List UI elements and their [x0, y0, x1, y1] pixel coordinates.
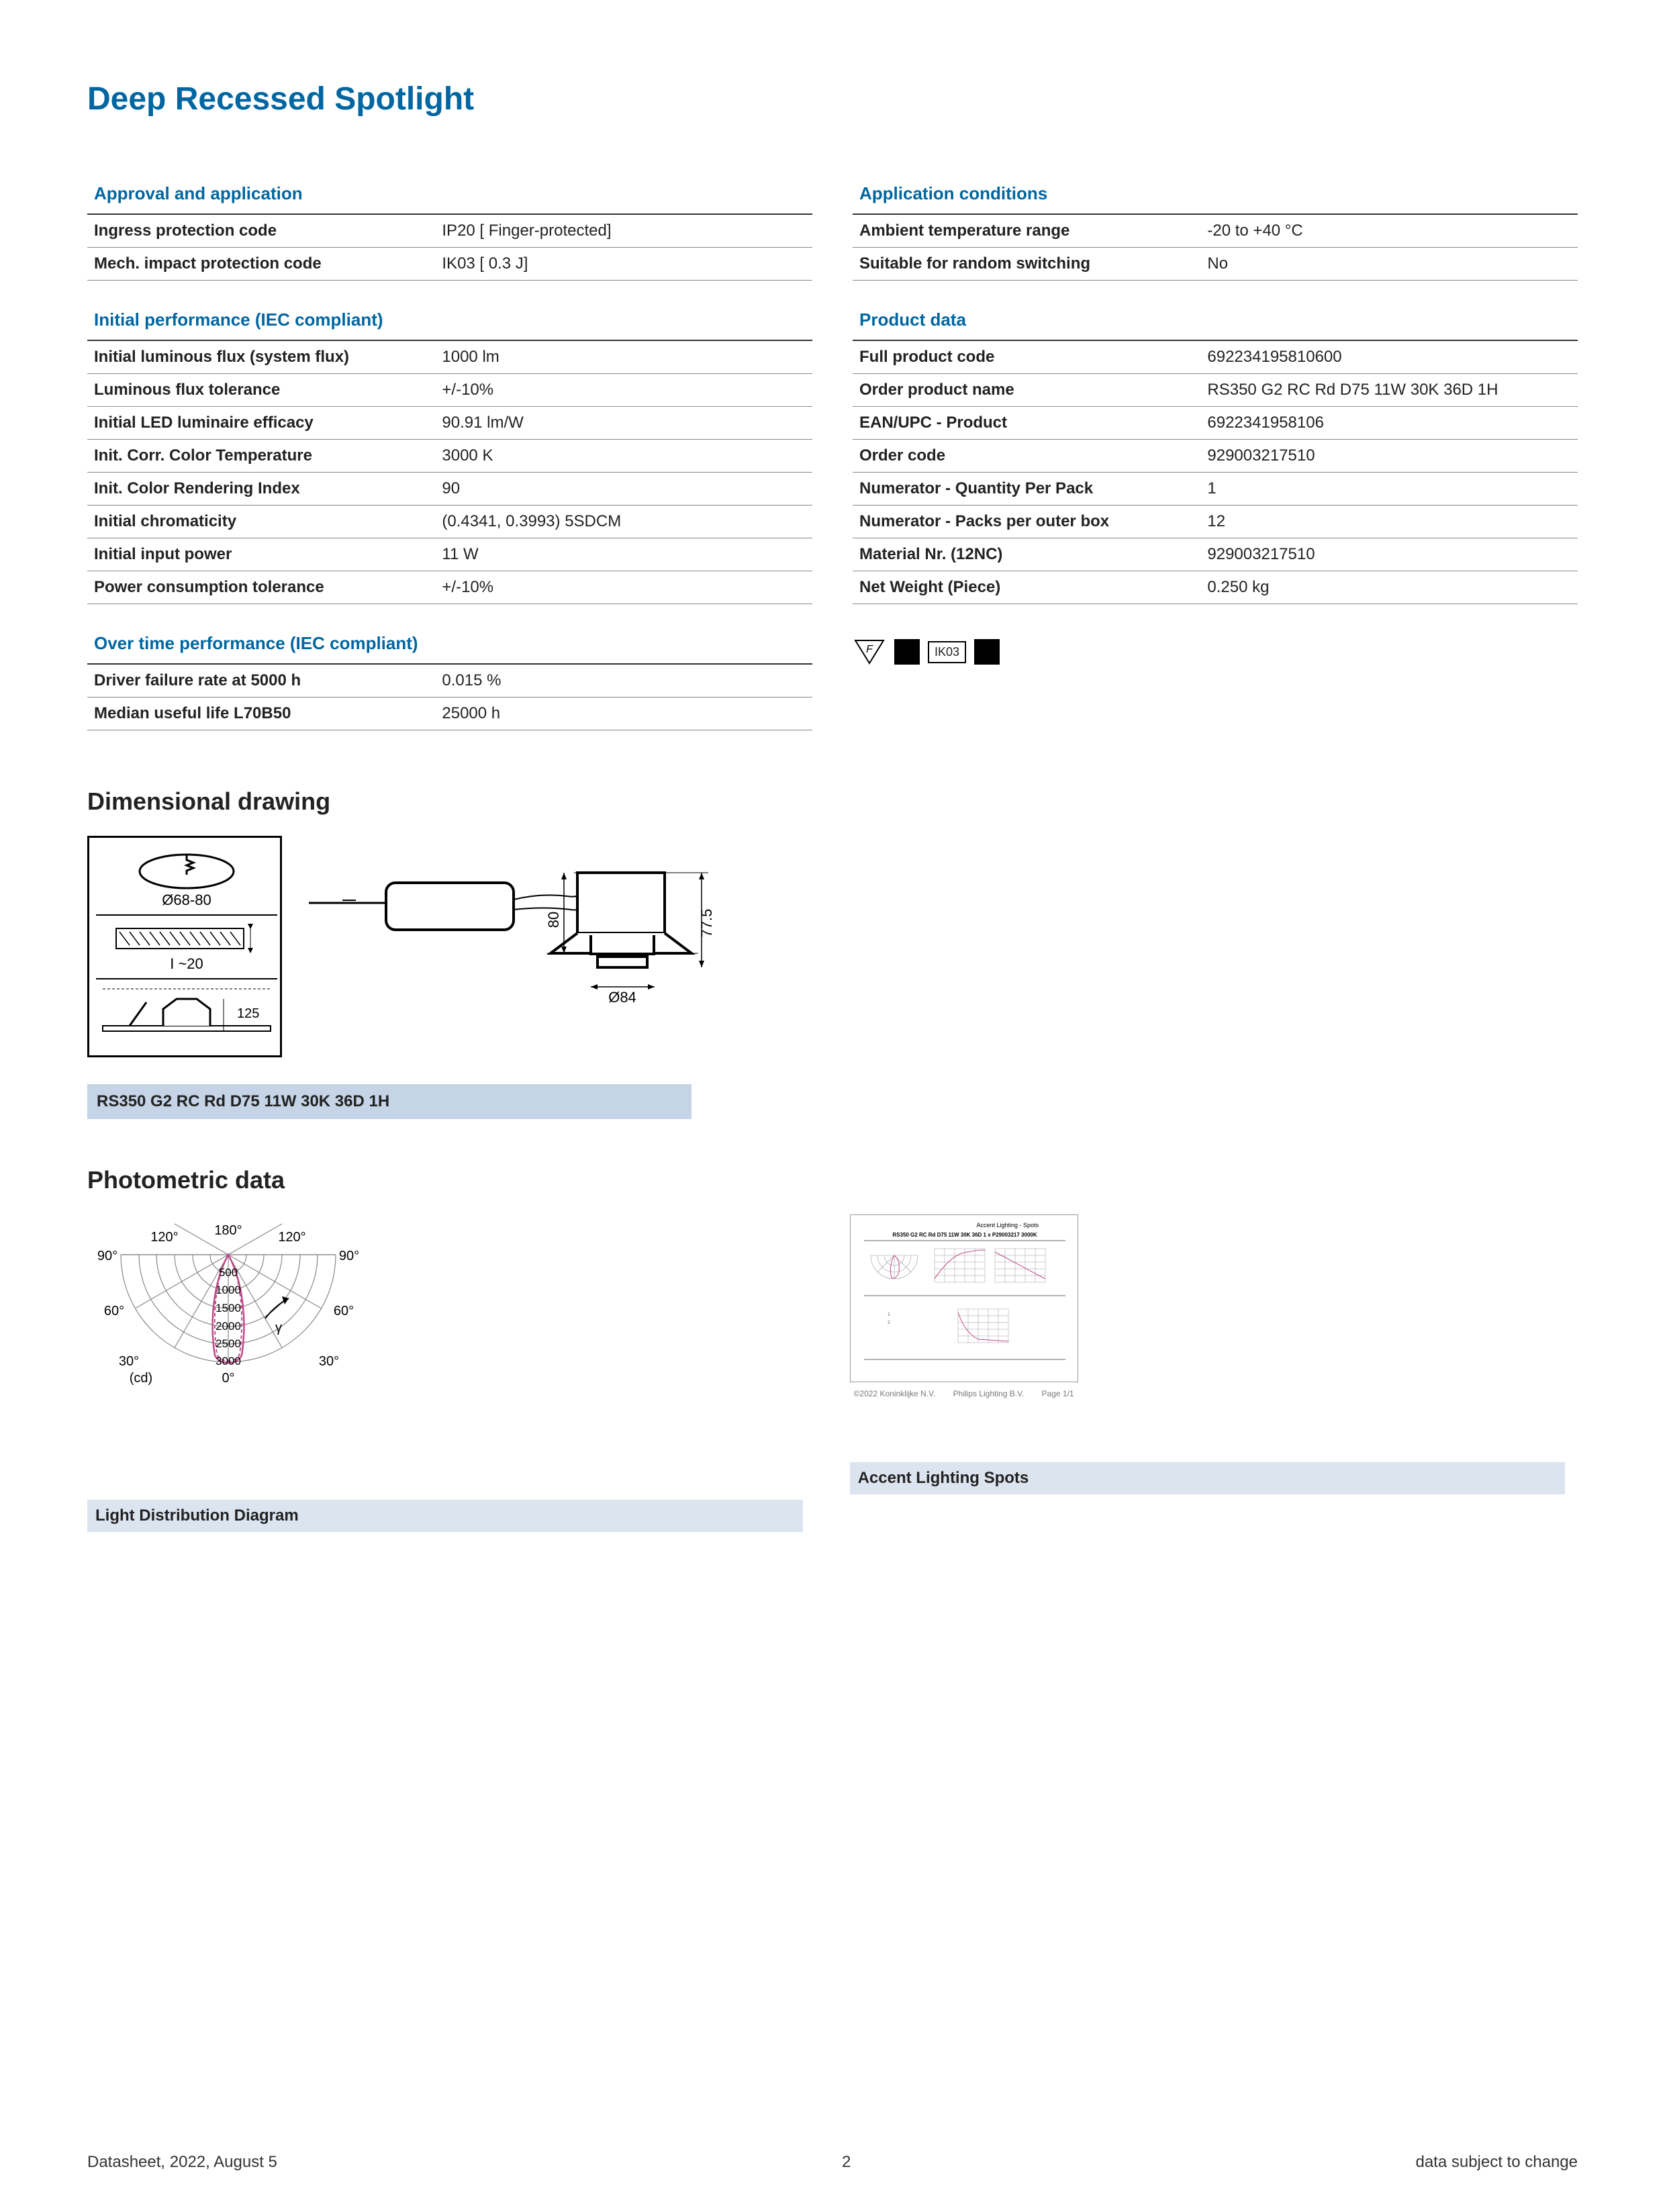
svg-text:80: 80 — [545, 912, 562, 928]
cert-black-box — [894, 639, 920, 665]
footer-page: 2 — [842, 2153, 851, 2172]
svg-text:500: 500 — [219, 1266, 238, 1279]
right-column: Application conditionsAmbient temperatur… — [853, 178, 1578, 754]
accent-footer-m: Philips Lighting B.V. — [953, 1389, 1025, 1398]
svg-text:60°: 60° — [104, 1304, 124, 1318]
svg-text:1500: 1500 — [216, 1302, 241, 1314]
accent-thumbnail: Accent Lighting - Spots RS350 G2 RC Rd D… — [850, 1214, 1078, 1382]
svg-text:60°: 60° — [334, 1304, 354, 1318]
svg-text:(cd): (cd) — [130, 1371, 152, 1386]
svg-text:77.5: 77.5 — [698, 909, 715, 938]
product-code-bar: RS350 G2 RC Rd D75 11W 30K 36D 1H — [87, 1084, 692, 1119]
certification-icons: F IK03 — [853, 638, 1578, 666]
svg-text:2500: 2500 — [216, 1337, 241, 1350]
svg-text:0°: 0° — [222, 1371, 234, 1386]
polar-diagram: 180° 120° 120° 90° 90° 60° 60° 30° 30° 0… — [87, 1214, 369, 1496]
svg-text:Ø68-80: Ø68-80 — [162, 892, 211, 908]
svg-text:30°: 30° — [319, 1354, 339, 1369]
ik-mark-icon: IK03 — [928, 641, 966, 663]
svg-text:1000: 1000 — [216, 1284, 241, 1296]
svg-text:γ: γ — [275, 1320, 282, 1335]
svg-text:F: F — [866, 644, 873, 655]
appcond-table: Application conditionsAmbient temperatur… — [853, 178, 1578, 281]
svg-text:120°: 120° — [278, 1230, 305, 1245]
svg-text:Accent Lighting - Spots: Accent Lighting - Spots — [976, 1222, 1039, 1229]
accent-footer-l: ©2022 Koninklijke N.V. — [854, 1389, 936, 1398]
svg-text:90°: 90° — [97, 1249, 117, 1263]
svg-text:180°: 180° — [214, 1223, 242, 1238]
polar-diagram-col: 180° 120° 120° 90° 90° 60° 60° 30° 30° 0… — [87, 1214, 803, 1532]
svg-text:I ~20: I ~20 — [170, 955, 203, 972]
initial-table: Initial performance (IEC compliant)Initi… — [87, 304, 812, 604]
dimensional-drawing: Ø68-80 I ~20 125 — [87, 836, 1578, 1057]
svg-text:120°: 120° — [150, 1230, 178, 1245]
svg-text:RS350 G2 RC Rd D75 11W 30K 36D: RS350 G2 RC Rd D75 11W 30K 36D 1 x P2900… — [892, 1232, 1037, 1238]
svg-text:Ø84: Ø84 — [608, 989, 636, 1006]
photometric-heading: Photometric data — [87, 1166, 1578, 1194]
approval-table: Approval and applicationIngress protecti… — [87, 178, 812, 281]
polar-caption: Light Distribution Diagram — [87, 1500, 803, 1532]
f-mark-icon: F — [853, 638, 886, 666]
svg-text:30°: 30° — [119, 1354, 139, 1369]
cert-black-box-2 — [974, 639, 1000, 665]
footer-left: Datasheet, 2022, August 5 — [87, 2153, 277, 2172]
svg-text:1: 1 — [888, 1312, 890, 1317]
svg-text:90°: 90° — [339, 1249, 359, 1263]
svg-text:125: 125 — [237, 1006, 259, 1021]
spec-diagram: Ø68-80 I ~20 125 — [87, 836, 282, 1057]
accent-thumb-col: Accent Lighting - Spots RS350 G2 RC Rd D… — [850, 1214, 1566, 1532]
footer-right: data subject to change — [1415, 2153, 1578, 2172]
accent-caption: Accent Lighting Spots — [850, 1462, 1566, 1494]
svg-text:3000: 3000 — [216, 1355, 241, 1367]
spec-columns: Approval and applicationIngress protecti… — [87, 178, 1578, 754]
page-footer: Datasheet, 2022, August 5 2 data subject… — [87, 2153, 1578, 2172]
accent-footer-r: Page 1/1 — [1042, 1389, 1074, 1398]
luminaire-diagram: 80 77.5 Ø84 — [309, 836, 725, 1010]
svg-text:2000: 2000 — [216, 1320, 241, 1333]
overtime-table: Over time performance (IEC compliant)Dri… — [87, 628, 812, 730]
product-table: Product dataFull product code69223419581… — [853, 304, 1578, 604]
left-column: Approval and applicationIngress protecti… — [87, 178, 812, 754]
page-title: Deep Recessed Spotlight — [87, 81, 1578, 117]
svg-text:2: 2 — [888, 1320, 890, 1325]
dimensional-heading: Dimensional drawing — [87, 787, 1578, 816]
photometric-row: 180° 120° 120° 90° 90° 60° 60° 30° 30° 0… — [87, 1214, 1578, 1532]
